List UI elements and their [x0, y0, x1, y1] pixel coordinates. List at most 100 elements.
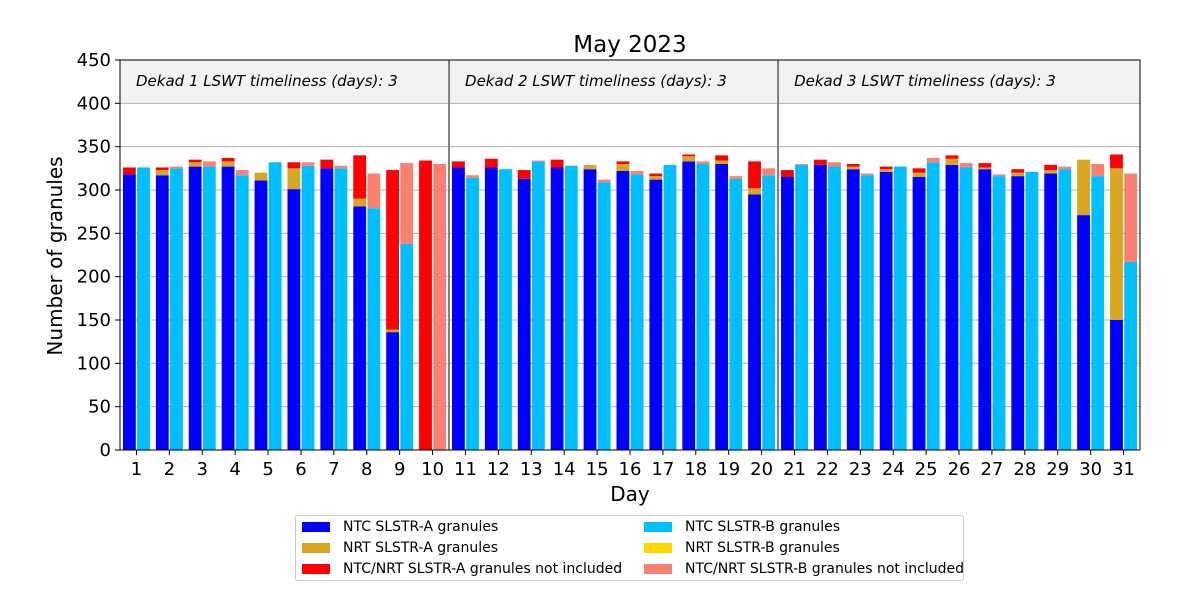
bar-segment [254, 172, 268, 181]
x-tick-label: 4 [229, 459, 240, 480]
x-tick-label: 23 [849, 459, 872, 480]
bar-segment [992, 176, 1006, 450]
y-tick-label: 350 [77, 137, 111, 158]
x-tick-label: 26 [948, 459, 971, 480]
bar-segment [1110, 320, 1123, 450]
bar-segment [1091, 176, 1105, 450]
legend-label: NTC SLSTR-A granules [343, 519, 499, 535]
y-tick-label: 250 [77, 223, 111, 244]
bar-segment [1025, 171, 1039, 451]
x-tick-label: 20 [750, 459, 773, 480]
bar-segment [649, 176, 663, 180]
bar-segment [386, 170, 400, 330]
bar-segment [1011, 169, 1025, 173]
bar-segment [550, 167, 564, 450]
legend-label: NRT SLSTR-A granules [343, 540, 499, 556]
bar-segment [813, 159, 827, 165]
bar-segment [649, 173, 663, 177]
bar-segment [616, 161, 630, 164]
x-tick-label: 25 [915, 459, 938, 480]
x-tick-label: 12 [487, 459, 510, 480]
x-tick-label: 10 [421, 459, 444, 480]
bar-segment [1110, 168, 1123, 320]
bar-segment [531, 161, 545, 450]
chart-title: May 2023 [573, 32, 686, 58]
bar-segment [860, 173, 874, 176]
bar-segment [550, 159, 564, 168]
bar-segment [221, 161, 235, 167]
bar-segment [400, 163, 414, 244]
x-tick-label: 13 [520, 459, 543, 480]
x-axis-label: Day [610, 482, 650, 506]
bar-segment [320, 168, 334, 451]
bar-segment [879, 166, 893, 170]
legend: NTC SLSTR-A granules NRT SLSTR-A granule… [295, 515, 964, 581]
x-tick-label: 8 [361, 459, 372, 480]
x-tick-label: 31 [1112, 459, 1135, 480]
bar-segment [715, 160, 729, 164]
x-tick-label: 7 [328, 459, 339, 480]
bar-segment [583, 169, 597, 450]
bar-segment [155, 170, 169, 176]
bar-segment [301, 162, 315, 166]
bar-segment [912, 177, 926, 450]
bar-segment [517, 170, 531, 179]
x-tick-label: 15 [586, 459, 609, 480]
bar-segment [696, 161, 710, 164]
annotations-layer: Dekad 1 LSWT timeliness (days): 3 Dekad 2… [136, 72, 1056, 90]
bar-segment [202, 161, 216, 167]
legend-item: NTC SLSTR-B granules [644, 519, 840, 535]
bar-segment [499, 169, 512, 450]
bar-segment [879, 171, 893, 451]
y-tick-label: 200 [77, 267, 111, 288]
bar-segment [1044, 173, 1058, 451]
bar-segment [682, 154, 696, 157]
legend-label: NTC/NRT SLSTR-A granules not included [343, 561, 623, 577]
bar-segment [597, 179, 611, 183]
legend-item: NTC SLSTR-A granules [302, 519, 498, 535]
legend-item: NTC/NRT SLSTR-A granules not included [302, 561, 622, 577]
y-tick-label: 450 [77, 50, 111, 71]
bar-segment [188, 162, 202, 167]
bar-segment [221, 157, 235, 162]
dekad-dividers-layer [448, 60, 780, 450]
bar-segment [353, 155, 367, 199]
bar-segment [301, 165, 315, 450]
bar-segment [235, 170, 249, 176]
bar-segment [663, 164, 677, 450]
bar-segment [1011, 172, 1025, 177]
x-tick-label: 1 [131, 459, 142, 480]
bar-segment [860, 175, 874, 450]
dekad-annotation: Dekad 2 LSWT timeliness (days): 3 [465, 72, 727, 90]
bar-segment [466, 175, 479, 178]
x-tick-label: 30 [1079, 459, 1102, 480]
bar-segment [630, 174, 644, 450]
legend-swatch [644, 522, 672, 532]
bar-segment [170, 166, 183, 169]
bar-segment [616, 164, 630, 171]
bar-segment [386, 332, 400, 450]
annotation-band [120, 60, 1140, 104]
bar-segment [188, 166, 202, 450]
bar-segment [484, 158, 498, 168]
bar-segment [828, 162, 841, 167]
bar-segment [748, 194, 761, 450]
bar-segment [846, 164, 860, 167]
bar-segment [682, 161, 696, 450]
bar-segment [1044, 170, 1058, 174]
bar-segment [1091, 164, 1105, 177]
x-tick-label: 28 [1013, 459, 1036, 480]
legend-label: NRT SLSTR-B granules [685, 540, 840, 556]
bar-segment [400, 243, 414, 450]
bar-segment [320, 159, 334, 169]
x-tick-label: 6 [295, 459, 306, 480]
bar-segment [978, 163, 992, 168]
y-axis-label: Number of granules [43, 156, 67, 355]
bar-segment [1110, 154, 1123, 169]
bar-segment [945, 155, 959, 159]
y-tick-label: 50 [88, 397, 111, 418]
bars-layer [122, 154, 1138, 451]
x-tick-label: 2 [164, 459, 175, 480]
bar-segment [795, 164, 809, 165]
